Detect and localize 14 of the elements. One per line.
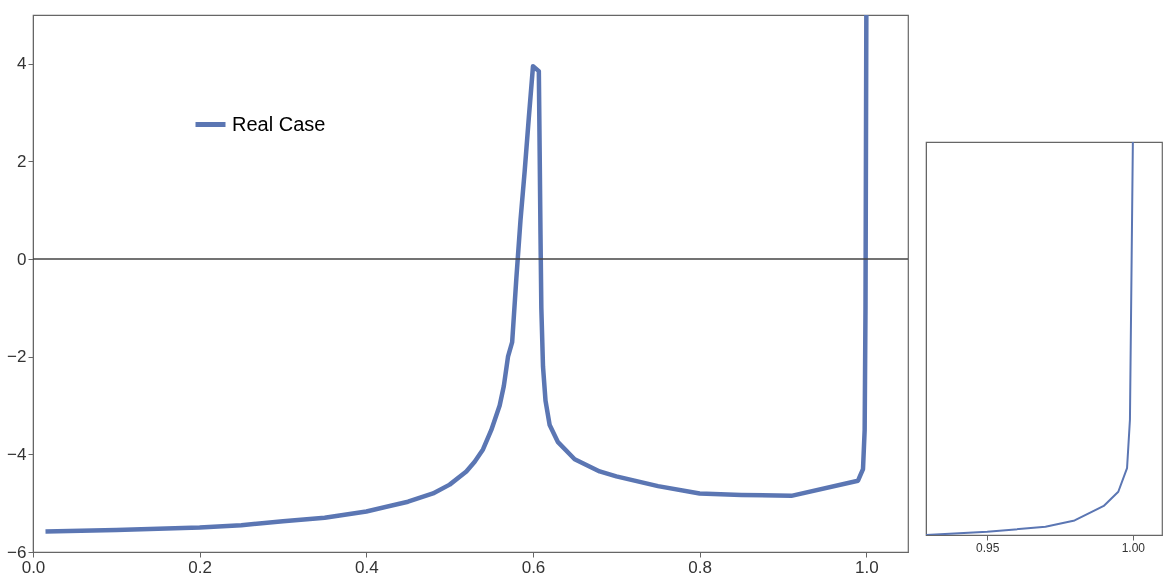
x-tick-label: 0.2 [188,557,212,577]
x-tick-label: 1.00 [1121,540,1146,555]
legend-label: Real Case [232,112,326,135]
x-tick-label: 0.4 [355,557,379,577]
line-series [43,15,869,534]
y-tick-label: −4 [7,444,27,464]
y-tick-label: 0 [17,249,27,269]
x-tick-label: 0.95 [976,540,1000,555]
x-tick-label: 1.0 [855,557,879,577]
x-tick-label: 0.8 [688,557,712,577]
y-tick-label: 2 [17,151,27,171]
y-tick-label: 4 [17,54,27,74]
y-tick-label: −2 [7,347,27,367]
x-tick-label: 0.6 [521,557,546,577]
